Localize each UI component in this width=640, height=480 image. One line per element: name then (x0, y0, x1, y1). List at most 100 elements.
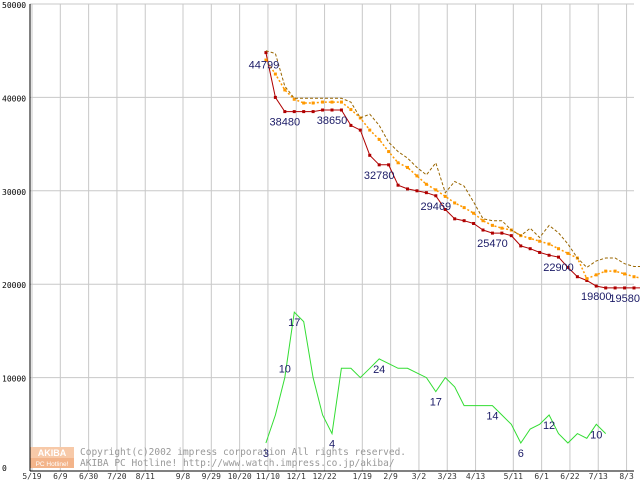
data-point (302, 101, 306, 105)
data-point (434, 194, 438, 198)
x-tick-label: 6/1 (534, 472, 549, 480)
data-point (273, 72, 277, 76)
data-label: 14 (486, 411, 498, 423)
data-point (415, 174, 419, 178)
data-point (292, 97, 296, 101)
data-label: 3 (263, 448, 269, 460)
data-point (481, 219, 485, 223)
data-point (519, 244, 523, 248)
x-tick-label: 9/8 (176, 472, 191, 480)
x-tick-label: 5/19 (22, 472, 41, 480)
watermark-badge-top (30, 447, 74, 458)
data-label: 25470 (477, 238, 508, 250)
data-point (387, 163, 391, 167)
data-label: 29469 (421, 201, 452, 213)
data-point (311, 101, 315, 105)
data-point (623, 286, 627, 290)
data-label: 22900 (543, 262, 574, 274)
data-point (575, 275, 579, 279)
x-tick-label: 6/22 (560, 472, 579, 480)
x-tick-label: 12/22 (313, 472, 337, 480)
data-label: 38480 (270, 117, 301, 129)
data-point (538, 250, 542, 254)
data-point (490, 223, 494, 227)
x-tick-label: 6/9 (53, 472, 68, 480)
data-point (349, 123, 353, 127)
watermark-badge-top-text: AKIBA (38, 448, 67, 458)
series-layer (264, 50, 640, 444)
data-point (339, 108, 343, 112)
x-tick-label: 7/20 (107, 472, 126, 480)
series-line-average-price (265, 59, 640, 280)
y-tick-label: 20000 (2, 281, 26, 290)
x-tick-label: 8/11 (136, 472, 155, 480)
data-point (264, 58, 268, 62)
data-point (500, 231, 504, 235)
series-line-shop-count (265, 311, 607, 444)
data-point (302, 110, 306, 114)
data-point (311, 110, 315, 114)
data-point (443, 207, 447, 211)
data-label: 10 (279, 364, 291, 376)
data-point (396, 183, 400, 187)
data-point (528, 247, 532, 251)
data-point (387, 150, 391, 154)
data-point (330, 100, 334, 104)
data-point (396, 161, 400, 165)
data-label: 32780 (364, 170, 395, 182)
x-tick-label: 3/23 (438, 472, 457, 480)
data-label: 19580 (609, 293, 640, 305)
data-point (406, 187, 409, 191)
data-label: 17 (288, 317, 300, 329)
data-point (472, 211, 476, 215)
watermark-badge-bottom (30, 458, 74, 468)
data-point (453, 201, 457, 205)
data-point (321, 100, 325, 104)
data-label: 10 (590, 429, 602, 441)
watermark: AKIBA PC Hotline! Copyright(c)2002 impre… (30, 447, 406, 469)
data-point (424, 191, 428, 195)
data-point (547, 242, 551, 246)
data-label: 4 (329, 439, 335, 451)
data-point (594, 284, 598, 288)
data-point (321, 108, 325, 112)
x-tick-label: 9/29 (202, 472, 221, 480)
data-point (273, 95, 277, 99)
data-point (283, 88, 287, 92)
y-tick-label: 0 (2, 464, 7, 473)
data-point (528, 236, 532, 240)
data-point (594, 273, 598, 277)
data-labels: 44799 38480 38650 32780 29469 25470 22900 19800… (249, 60, 640, 460)
data-point (434, 188, 438, 192)
data-point (406, 165, 409, 169)
data-point (557, 247, 560, 251)
x-tick-label: 7/13 (589, 472, 608, 480)
data-point (632, 275, 636, 279)
data-point (330, 108, 334, 112)
data-point (566, 251, 570, 255)
data-point (462, 219, 466, 223)
x-tick-label: 3/2 (412, 472, 427, 480)
data-point (613, 269, 617, 273)
y-tick-label: 10000 (2, 375, 26, 384)
data-point (415, 189, 419, 193)
y-tick-label: 30000 (2, 188, 26, 197)
data-point (368, 153, 372, 157)
data-label: 38650 (317, 115, 348, 127)
data-point (349, 108, 353, 112)
data-label: 17 (430, 397, 442, 409)
data-point (509, 234, 513, 238)
x-tick-label: 8/3 (619, 472, 634, 480)
data-point (264, 51, 268, 55)
x-tick-label: 12/1 (287, 472, 306, 480)
watermark-url: AKIBA PC Hotline! http://www.watch.impre… (80, 458, 395, 469)
data-point (462, 206, 466, 210)
x-tick-label: 5/11 (504, 472, 523, 480)
watermark-badge-bottom-text: PC Hotline! (36, 461, 69, 468)
data-point (443, 194, 447, 198)
x-tick-label: 6/30 (79, 472, 98, 480)
data-point (538, 239, 542, 243)
data-point (604, 286, 608, 290)
data-label: 24 (373, 364, 385, 376)
